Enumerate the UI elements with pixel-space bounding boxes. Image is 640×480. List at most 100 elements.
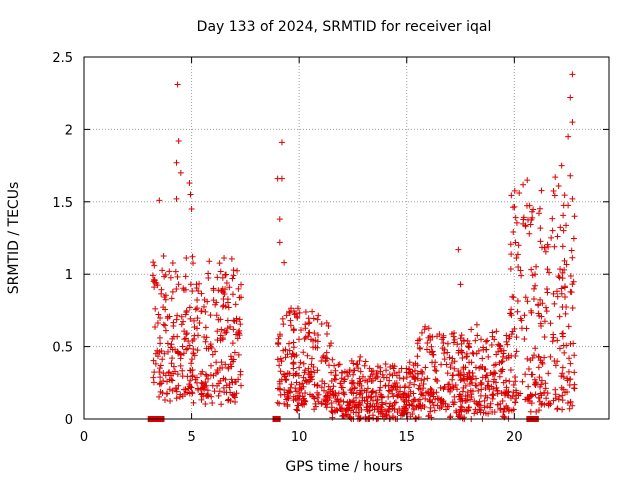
data-point <box>443 406 450 413</box>
data-point <box>510 406 517 413</box>
data-point <box>425 325 432 332</box>
data-point <box>536 205 543 212</box>
data-point <box>499 413 506 420</box>
data-point <box>498 390 505 397</box>
data-point <box>199 368 206 375</box>
data-point <box>379 401 386 408</box>
data-point <box>364 400 371 407</box>
data-point <box>294 305 301 312</box>
data-point <box>162 322 169 329</box>
data-point <box>235 329 242 336</box>
data-point <box>567 94 574 101</box>
data-point <box>508 331 515 338</box>
data-point <box>386 377 393 384</box>
data-point <box>335 390 342 397</box>
data-point <box>230 326 237 333</box>
data-point <box>347 414 354 421</box>
data-point <box>453 409 460 416</box>
data-point <box>394 392 401 399</box>
data-point <box>542 248 549 255</box>
data-point <box>323 404 330 411</box>
data-point <box>386 371 393 378</box>
data-point <box>363 404 370 411</box>
data-point <box>362 358 369 365</box>
data-point <box>554 293 561 300</box>
data-point <box>168 295 175 302</box>
data-point <box>552 391 559 398</box>
data-point <box>554 233 561 240</box>
data-point <box>550 290 557 297</box>
data-point <box>189 287 196 294</box>
data-point <box>302 390 309 397</box>
data-point <box>162 296 169 303</box>
data-point <box>383 411 390 418</box>
data-point <box>276 216 283 223</box>
data-point <box>192 306 199 313</box>
data-point <box>451 329 458 336</box>
data-point <box>326 342 333 349</box>
data-point <box>506 378 513 385</box>
data-point <box>302 325 309 332</box>
data-point <box>356 387 363 394</box>
data-point <box>388 384 395 391</box>
data-point <box>309 308 316 315</box>
data-point <box>309 392 316 399</box>
data-point <box>422 395 429 402</box>
data-point <box>300 360 307 367</box>
data-point <box>220 384 227 391</box>
data-point <box>418 377 425 384</box>
data-point <box>222 361 229 368</box>
data-point <box>324 331 331 338</box>
data-point <box>476 398 483 405</box>
data-point <box>160 321 167 328</box>
data-point <box>216 388 223 395</box>
data-point <box>322 393 329 400</box>
data-point <box>335 398 342 405</box>
data-point <box>203 372 210 379</box>
data-point <box>513 334 520 341</box>
data-point <box>180 350 187 357</box>
data-point <box>570 235 577 242</box>
data-point <box>167 274 174 281</box>
data-point <box>407 379 414 386</box>
data-point <box>528 393 535 400</box>
data-point <box>510 381 517 388</box>
data-point <box>510 294 517 301</box>
data-point <box>504 405 511 412</box>
data-point <box>238 294 245 301</box>
data-point <box>508 251 515 258</box>
data-point <box>488 342 495 349</box>
data-point <box>541 354 548 361</box>
data-point <box>520 181 527 188</box>
data-point <box>170 363 177 370</box>
data-point <box>559 392 566 399</box>
data-point <box>450 384 457 391</box>
data-point <box>350 367 357 374</box>
data-point <box>513 348 520 355</box>
data-point <box>314 338 321 345</box>
x-tick-label: 0 <box>80 430 88 445</box>
data-point <box>560 227 567 234</box>
data-point <box>202 308 209 315</box>
data-point <box>382 361 389 368</box>
data-point <box>505 388 512 395</box>
data-point <box>412 367 419 374</box>
data-point <box>180 318 187 325</box>
data-point <box>162 327 169 334</box>
data-point <box>404 409 411 416</box>
data-point <box>296 384 303 391</box>
data-point <box>415 385 422 392</box>
data-point <box>150 374 157 381</box>
data-point <box>401 390 408 397</box>
data-point <box>164 313 171 320</box>
data-point <box>392 399 399 406</box>
data-point <box>157 340 164 347</box>
data-point <box>276 400 283 407</box>
data-point <box>564 399 571 406</box>
data-point <box>464 353 471 360</box>
data-point <box>159 267 166 274</box>
data-point <box>508 306 515 313</box>
data-point <box>511 325 518 332</box>
data-point <box>472 382 479 389</box>
data-point <box>229 379 236 386</box>
